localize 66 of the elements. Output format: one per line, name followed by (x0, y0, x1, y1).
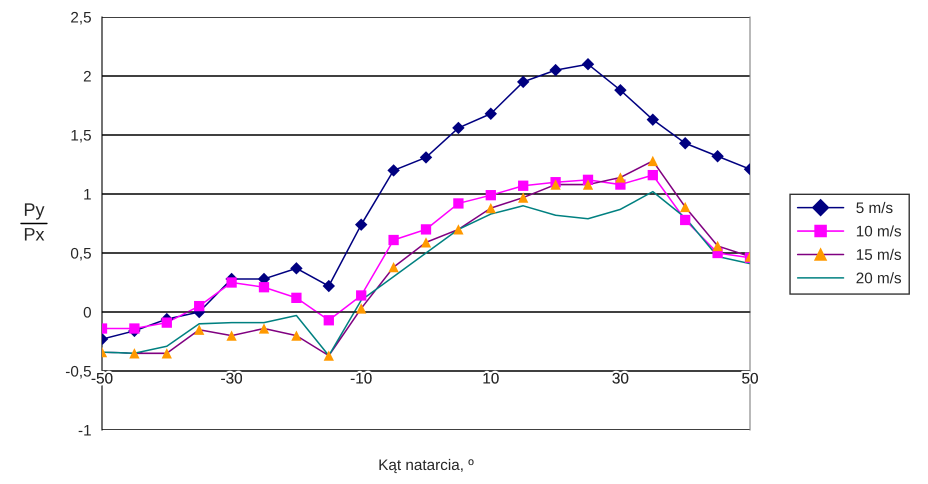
y-tick-label: -0,5 (66, 366, 91, 378)
point (680, 202, 690, 212)
point (324, 350, 334, 361)
point (678, 137, 692, 150)
point (680, 214, 690, 226)
x-tick-label: 30 (612, 372, 628, 384)
point (420, 224, 432, 235)
point (453, 224, 464, 235)
x-tick-label: -10 (350, 372, 372, 384)
point (550, 179, 561, 190)
legend-label: 10 m/s (856, 225, 902, 237)
point (387, 164, 400, 177)
point (582, 58, 594, 70)
point (322, 280, 336, 292)
point (388, 262, 399, 272)
point (356, 303, 366, 314)
point (162, 317, 172, 328)
y-tick-label: 1,5 (72, 130, 91, 142)
point (518, 180, 528, 191)
y-tick-label: 1 (84, 189, 91, 200)
point (518, 192, 528, 203)
point (648, 170, 658, 180)
legend-label: 15 m/s (856, 248, 902, 260)
point (162, 348, 172, 358)
point (615, 172, 626, 183)
point (388, 234, 399, 246)
point (648, 156, 658, 166)
point (453, 198, 464, 209)
point (291, 330, 302, 341)
y-tick-label: 2,5 (71, 12, 91, 24)
point (194, 324, 204, 335)
point (646, 113, 660, 126)
y-axis-title: Py Px (24, 203, 44, 241)
point (711, 150, 724, 162)
point (129, 323, 140, 334)
x-axis-title: Kąt natarcia, º (379, 458, 474, 474)
point (356, 290, 366, 301)
point (614, 84, 627, 96)
y-tick-label: -1 (78, 425, 91, 436)
point (452, 122, 465, 134)
point (354, 218, 368, 231)
point (291, 292, 302, 303)
point (516, 76, 530, 88)
point (486, 203, 496, 214)
point (258, 323, 270, 334)
point (549, 64, 562, 76)
point (420, 237, 432, 248)
legend-label: 5 m/s (856, 202, 893, 214)
legend-label: 20 m/s (856, 272, 902, 284)
point (712, 240, 723, 252)
point (324, 315, 334, 326)
point (484, 108, 498, 120)
point (486, 190, 496, 200)
y-tick-label: 0,5 (70, 248, 91, 260)
point (226, 277, 237, 288)
point (194, 300, 204, 312)
point (226, 330, 237, 341)
x-tick-label: -30 (221, 372, 242, 384)
point (420, 151, 432, 164)
point (129, 348, 140, 358)
y-tick-label: 0 (84, 306, 91, 318)
x-tick-label: 10 (483, 372, 499, 384)
point (258, 282, 270, 292)
point (582, 179, 594, 190)
point (290, 262, 303, 275)
y-tick-label: 2 (84, 70, 91, 82)
